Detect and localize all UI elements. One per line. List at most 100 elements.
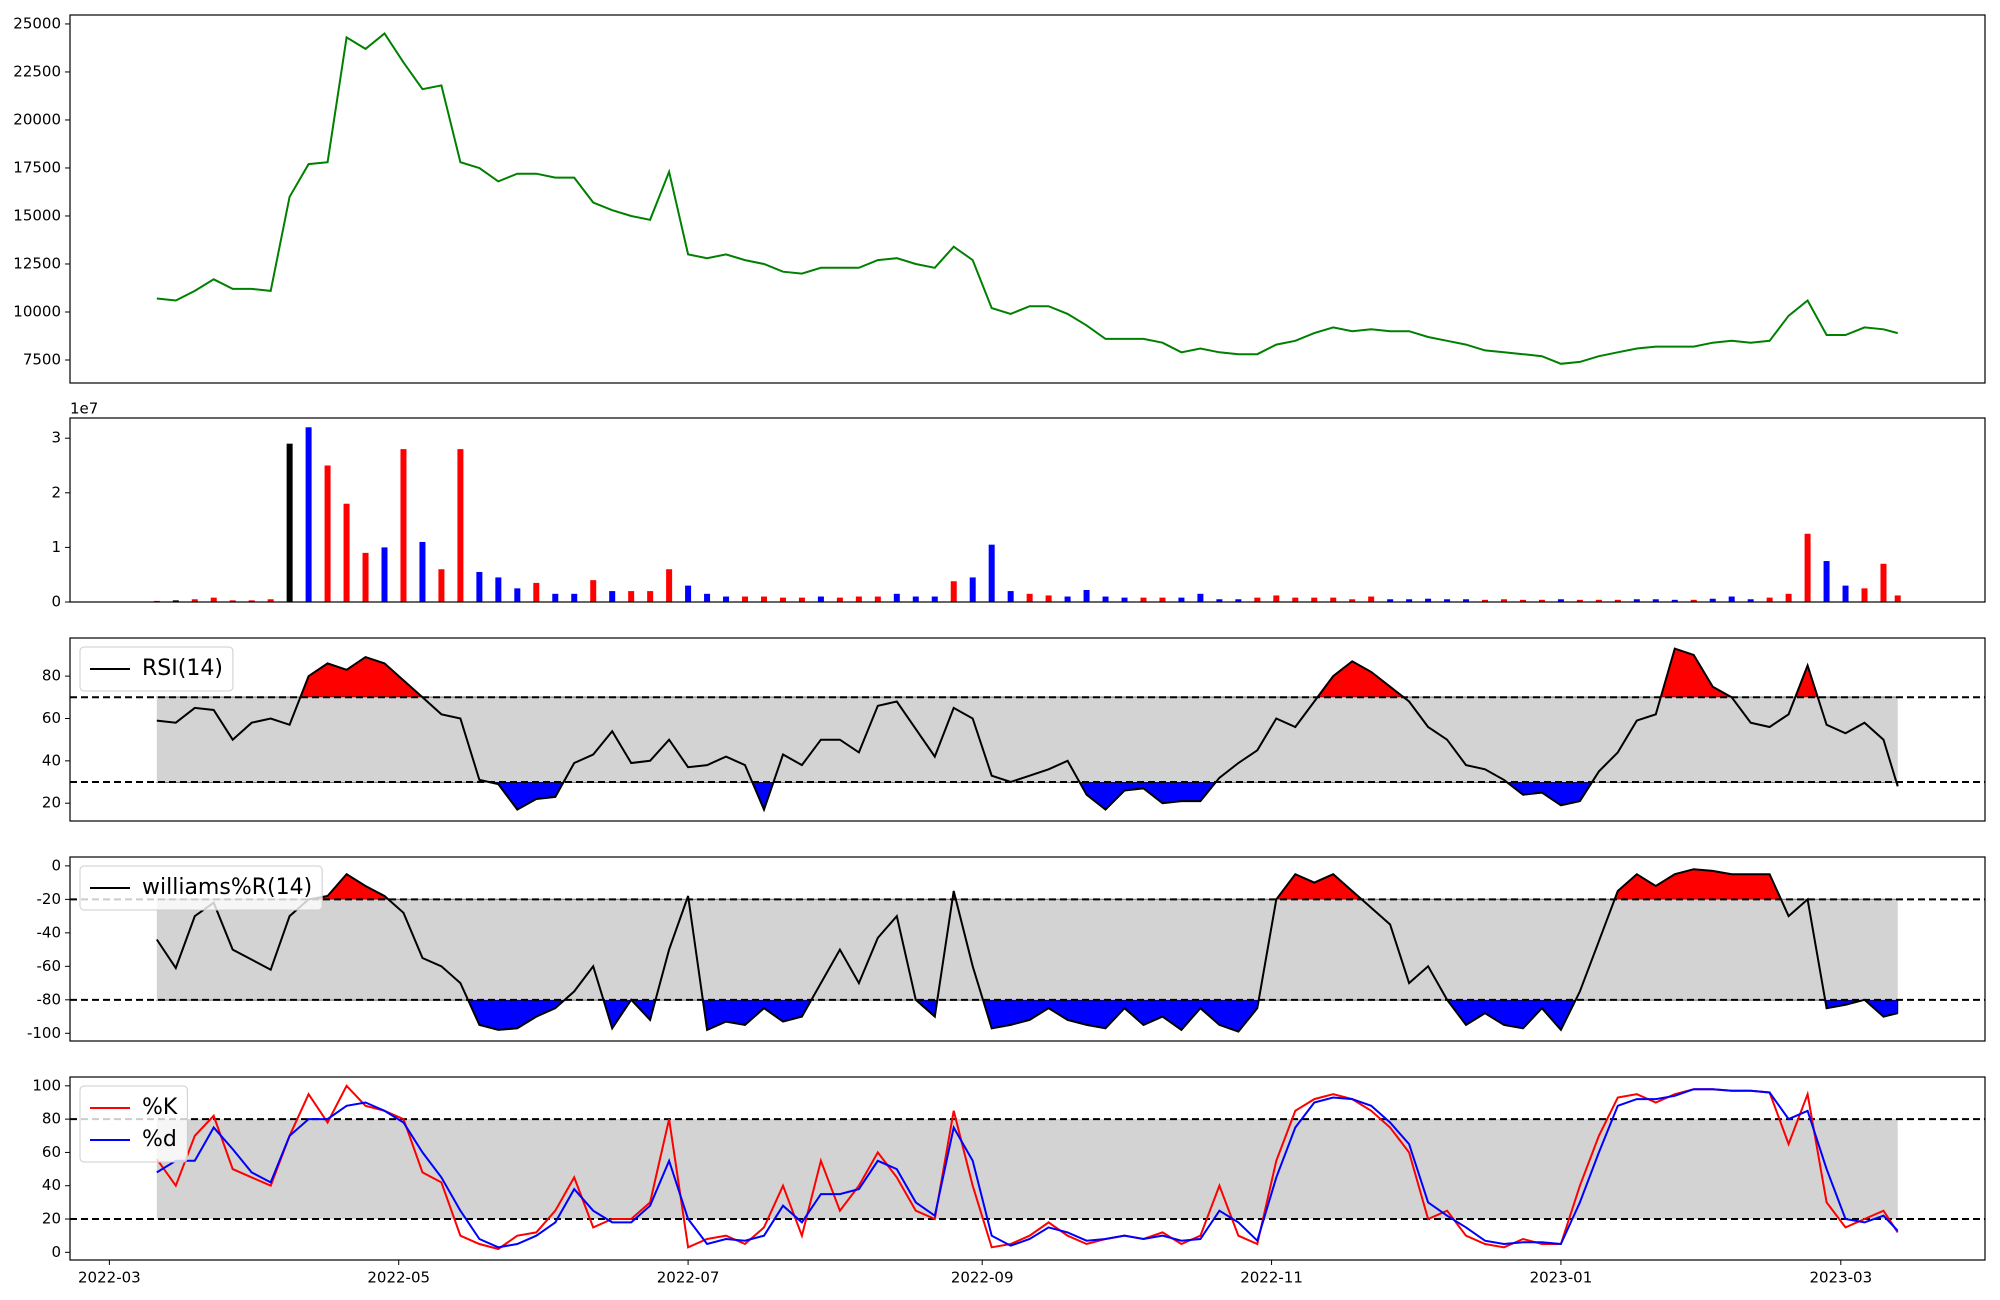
y-tick-label: 80: [42, 667, 61, 685]
y-tick-label: 40: [42, 751, 61, 769]
volume-bar: [267, 599, 274, 602]
volume-bar: [1121, 597, 1128, 602]
volume-bar: [1007, 591, 1014, 602]
volume-bar: [723, 596, 730, 602]
x-tick-label: 2022-11: [1240, 1269, 1303, 1287]
axes-frame: [69, 856, 1986, 1042]
y-tick-label: 20000: [13, 110, 61, 128]
series-line: [156, 1088, 1899, 1249]
y-tick-label: 40: [42, 1176, 61, 1194]
volume-bar: [1880, 563, 1887, 602]
y-tick-label: 60: [42, 1143, 61, 1161]
volume-bar: [779, 597, 786, 602]
volume-bar: [798, 597, 805, 602]
volume-bar: [552, 593, 559, 602]
volume-bar: [1406, 599, 1413, 602]
series-line: [156, 32, 1898, 365]
volume-bar: [286, 443, 293, 602]
volume-bar: [1500, 599, 1507, 602]
volume-bar: [817, 596, 824, 602]
axes-frame: [69, 637, 1986, 822]
volume-bar: [1444, 599, 1451, 602]
y-tick-label: 60: [42, 709, 61, 727]
volume-bar: [1747, 599, 1754, 602]
upper-fill: [156, 647, 1899, 698]
y-tick-label: -60: [37, 957, 62, 975]
volume-bar: [1823, 561, 1830, 602]
y-tick-label: 20: [42, 1210, 61, 1228]
volume-bar: [1652, 599, 1659, 602]
volume-bar: [191, 599, 198, 602]
axes-frame: [69, 1076, 1986, 1261]
series-line: [155, 1084, 1899, 1251]
volume-bar: [1330, 597, 1337, 602]
y-tick-label: 1: [51, 538, 61, 556]
volume-bar: [1197, 593, 1204, 602]
legend-box: [79, 646, 234, 692]
volume-bar: [324, 465, 331, 602]
volume-bar: [1894, 595, 1901, 602]
volume-bar: [1690, 599, 1697, 602]
y-tick-label: 0: [51, 1243, 61, 1261]
volume-bar: [1292, 597, 1299, 602]
lower-fill: [156, 782, 1899, 811]
volume-bar: [1595, 599, 1602, 602]
x-tick-label: 2022-03: [78, 1269, 141, 1287]
volume-bar: [855, 596, 862, 602]
volume-bar: [1804, 533, 1811, 602]
volume-bar: [1557, 599, 1564, 602]
volume-bar: [1368, 596, 1375, 602]
x-tick-label: 2023-03: [1809, 1269, 1872, 1287]
y-tick-label: 10000: [13, 302, 61, 320]
x-tick-label: 2022-05: [367, 1269, 430, 1287]
volume-bar: [172, 600, 179, 602]
volume-bar: [438, 569, 445, 602]
volume-bar: [1576, 599, 1583, 602]
volume-bar: [1235, 599, 1242, 602]
legend-label: %K: [142, 1095, 178, 1120]
volume-bar: [1387, 599, 1394, 602]
volume-bar: [1159, 597, 1166, 602]
y-tick-label: 7500: [23, 350, 61, 368]
volume-bar: [1083, 589, 1090, 602]
volume-bar: [1311, 597, 1318, 602]
volume-bar: [742, 596, 749, 602]
volume-bar: [874, 596, 881, 602]
volume-bar: [571, 593, 578, 602]
volume-bar: [760, 596, 767, 602]
volume-bar: [685, 585, 692, 602]
y-tick-label: 3: [51, 429, 61, 447]
volume-bar: [1842, 585, 1849, 602]
volume-bar: [1216, 599, 1223, 602]
volume-bar: [1671, 599, 1678, 602]
volume-bar: [1614, 599, 1621, 602]
volume-bar: [1519, 599, 1526, 602]
volume-bar: [1709, 598, 1716, 602]
volume-bar: [836, 597, 843, 602]
y-tick-label: -80: [37, 990, 62, 1008]
volume-bar: [1425, 598, 1432, 602]
volume-bar: [476, 571, 483, 602]
volume-bar: [1766, 597, 1773, 602]
volume-bar: [1026, 593, 1033, 602]
axes-frame: [69, 417, 1986, 603]
volume-bar: [1861, 588, 1868, 602]
volume-bar: [1538, 599, 1545, 602]
y-tick-label: 2: [51, 483, 61, 501]
volume-bar: [1140, 597, 1147, 602]
volume-bar: [305, 427, 312, 602]
y-tick-label: 25000: [13, 14, 61, 32]
y-tick-label: -40: [37, 923, 62, 941]
volume-bar: [893, 593, 900, 602]
legend-label: %d: [142, 1127, 177, 1152]
y-tick-label: 12500: [13, 254, 61, 272]
x-tick-label: 2022-07: [657, 1269, 720, 1287]
axis-multiplier: 1e7: [70, 400, 98, 418]
series-line: [156, 647, 1899, 813]
volume-bar: [457, 449, 464, 602]
volume-bar: [1349, 599, 1356, 602]
legend-box: [79, 865, 323, 911]
y-tick-label: 0: [51, 856, 61, 874]
volume-bar: [1482, 599, 1489, 602]
